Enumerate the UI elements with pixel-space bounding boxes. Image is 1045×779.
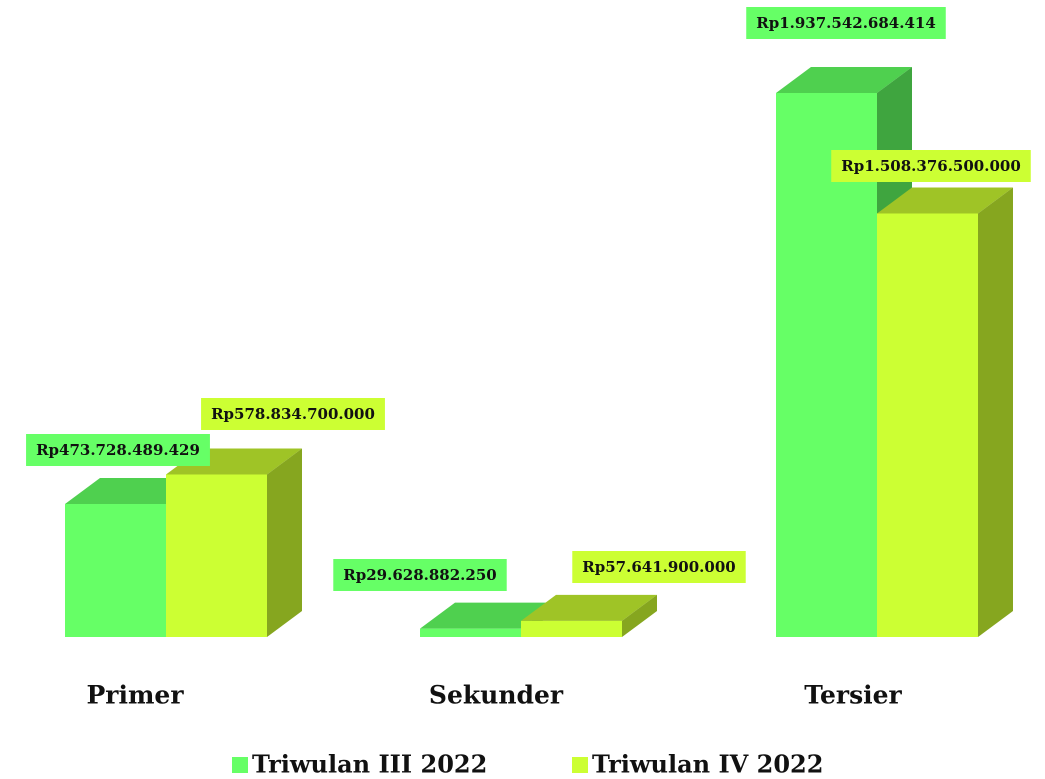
value-label: Rp1.508.376.500.000	[841, 157, 1021, 175]
bar-top	[776, 67, 912, 93]
value-label: Rp473.728.489.429	[36, 441, 200, 459]
x-tick-label: Sekunder	[429, 681, 564, 710]
bar	[420, 628, 521, 637]
value-label-box	[831, 150, 1031, 182]
legend-swatch	[572, 757, 588, 773]
legend-swatch	[232, 757, 248, 773]
bar	[776, 93, 877, 637]
value-label: Rp578.834.700.000	[211, 405, 375, 423]
value-label-box	[26, 434, 210, 466]
value-label: Rp57.641.900.000	[582, 558, 735, 576]
bar	[521, 620, 622, 637]
bar	[166, 474, 267, 637]
value-label-box	[333, 559, 507, 591]
bar-side	[978, 187, 1013, 637]
bar-top	[521, 594, 657, 621]
bar	[65, 503, 166, 637]
x-tick-label: Primer	[87, 681, 185, 710]
bar-side	[622, 594, 657, 637]
value-label-box	[201, 398, 385, 430]
value-label-box	[572, 551, 746, 583]
value-label-box	[746, 7, 946, 39]
value-label: Rp1.937.542.684.414	[756, 14, 936, 32]
bar	[877, 213, 978, 637]
legend-label: Triwulan III 2022	[252, 750, 487, 779]
bar-side	[267, 448, 302, 637]
legend-label: Triwulan IV 2022	[592, 750, 823, 779]
value-label: Rp29.628.882.250	[343, 566, 496, 584]
x-tick-label: Tersier	[804, 681, 902, 710]
bar-top	[877, 187, 1013, 214]
